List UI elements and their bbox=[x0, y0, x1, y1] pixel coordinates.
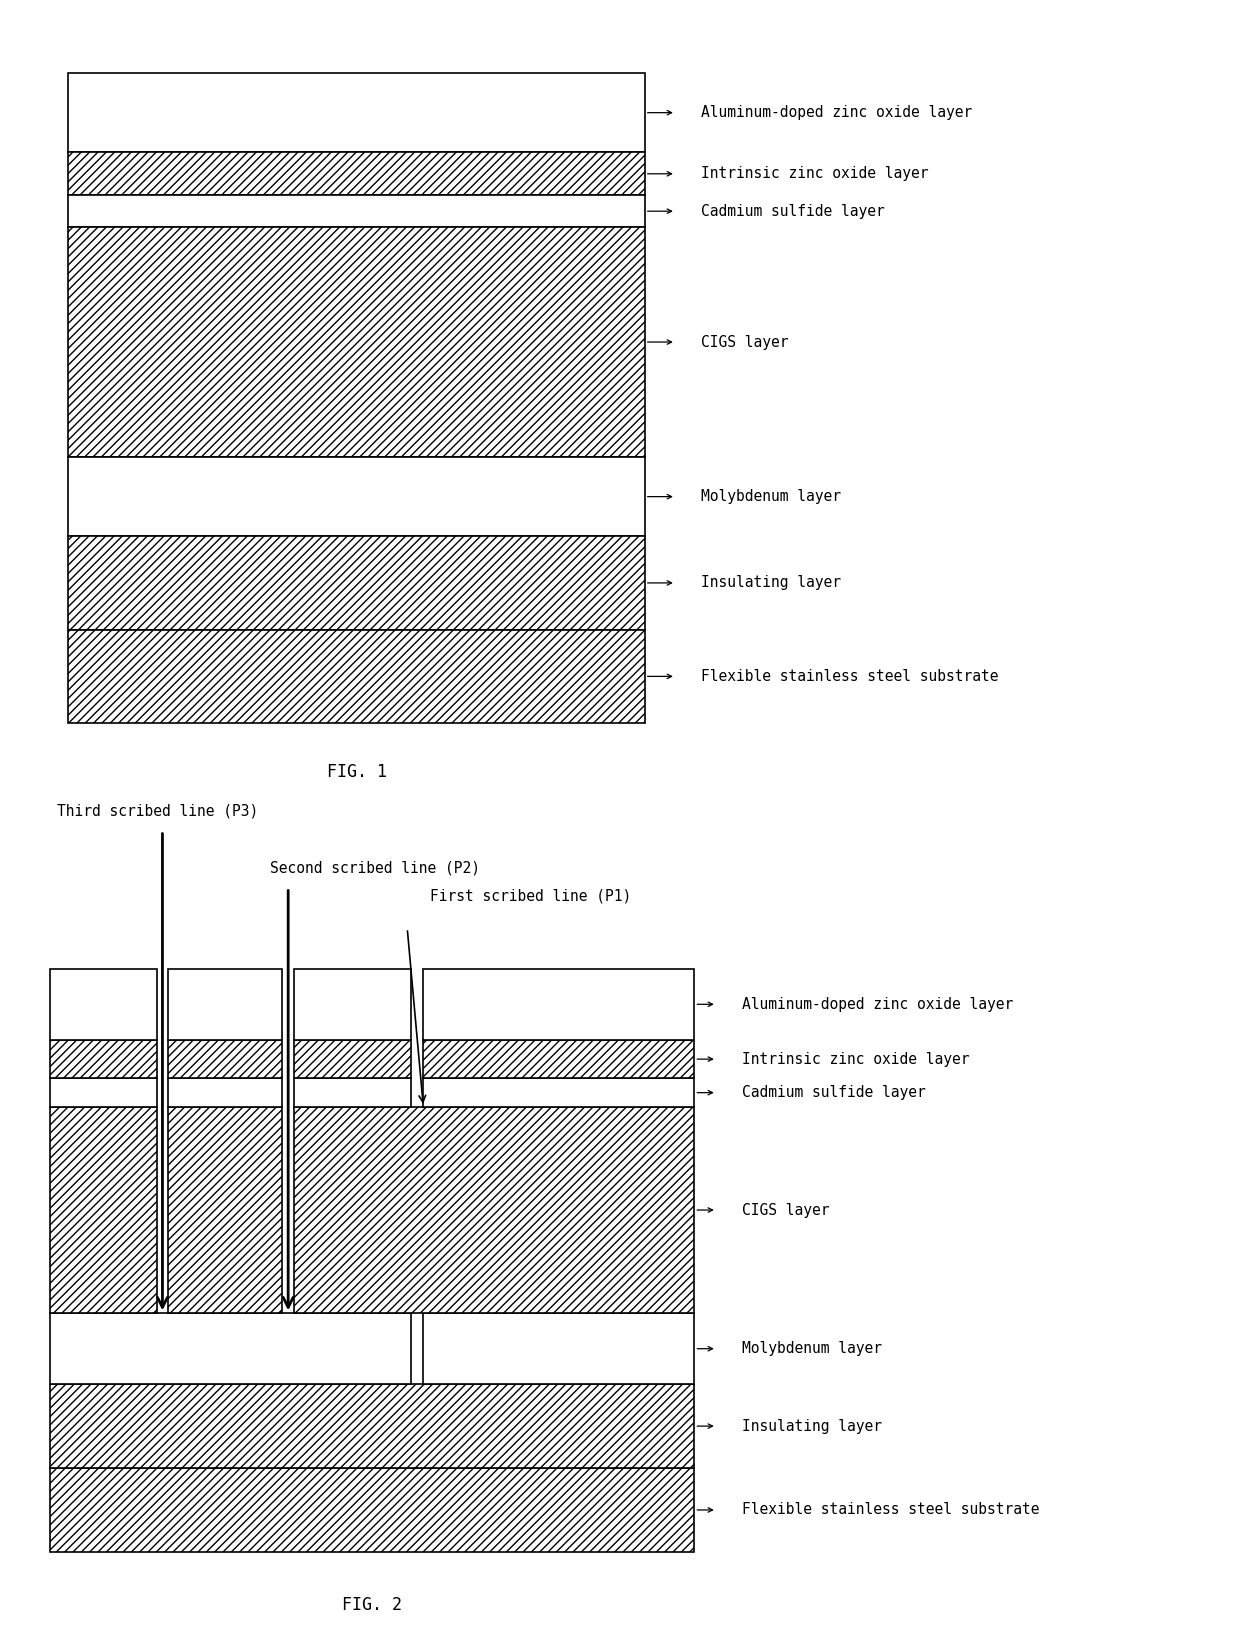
Bar bbox=[68, 629, 645, 723]
Text: First scribed line (P1): First scribed line (P1) bbox=[429, 889, 631, 904]
Bar bbox=[294, 1107, 694, 1313]
Text: Cadmium sulfide layer: Cadmium sulfide layer bbox=[742, 1086, 925, 1100]
Text: CIGS layer: CIGS layer bbox=[742, 1202, 830, 1217]
Bar bbox=[294, 1079, 412, 1107]
Text: Cadmium sulfide layer: Cadmium sulfide layer bbox=[701, 203, 884, 219]
Bar bbox=[50, 968, 156, 1040]
Text: FIG. 1: FIG. 1 bbox=[326, 762, 387, 782]
Text: Molybdenum layer: Molybdenum layer bbox=[701, 489, 841, 504]
Bar bbox=[68, 536, 645, 629]
Bar bbox=[68, 195, 645, 228]
Bar bbox=[50, 1040, 156, 1079]
Text: Flexible stainless steel substrate: Flexible stainless steel substrate bbox=[742, 1503, 1039, 1518]
Text: Intrinsic zinc oxide layer: Intrinsic zinc oxide layer bbox=[701, 166, 928, 182]
Bar bbox=[423, 968, 694, 1040]
Bar bbox=[50, 1384, 694, 1467]
Bar bbox=[50, 1467, 694, 1552]
Text: Second scribed line (P2): Second scribed line (P2) bbox=[269, 860, 480, 876]
Bar bbox=[68, 228, 645, 457]
Bar bbox=[68, 153, 645, 195]
Bar bbox=[169, 1107, 283, 1313]
Text: Flexible stainless steel substrate: Flexible stainless steel substrate bbox=[701, 670, 998, 684]
Text: CIGS layer: CIGS layer bbox=[701, 335, 789, 349]
Text: Intrinsic zinc oxide layer: Intrinsic zinc oxide layer bbox=[742, 1051, 968, 1066]
Text: Molybdenum layer: Molybdenum layer bbox=[742, 1341, 882, 1357]
Bar bbox=[169, 968, 283, 1040]
Text: FIG. 2: FIG. 2 bbox=[342, 1596, 402, 1614]
Bar bbox=[68, 457, 645, 536]
Bar bbox=[169, 1079, 283, 1107]
Bar bbox=[50, 1313, 412, 1384]
Text: Insulating layer: Insulating layer bbox=[742, 1419, 882, 1433]
Bar bbox=[423, 1313, 694, 1384]
Bar bbox=[294, 1040, 412, 1079]
Text: Aluminum-doped zinc oxide layer: Aluminum-doped zinc oxide layer bbox=[742, 996, 1013, 1012]
Bar bbox=[50, 1107, 156, 1313]
Bar bbox=[68, 73, 645, 153]
Bar bbox=[423, 1079, 694, 1107]
Bar bbox=[423, 1040, 694, 1079]
Text: Third scribed line (P3): Third scribed line (P3) bbox=[57, 803, 258, 819]
Bar bbox=[50, 1079, 156, 1107]
Bar bbox=[169, 1040, 283, 1079]
Text: Insulating layer: Insulating layer bbox=[701, 575, 841, 590]
Bar bbox=[294, 968, 412, 1040]
Text: Aluminum-doped zinc oxide layer: Aluminum-doped zinc oxide layer bbox=[701, 106, 972, 120]
